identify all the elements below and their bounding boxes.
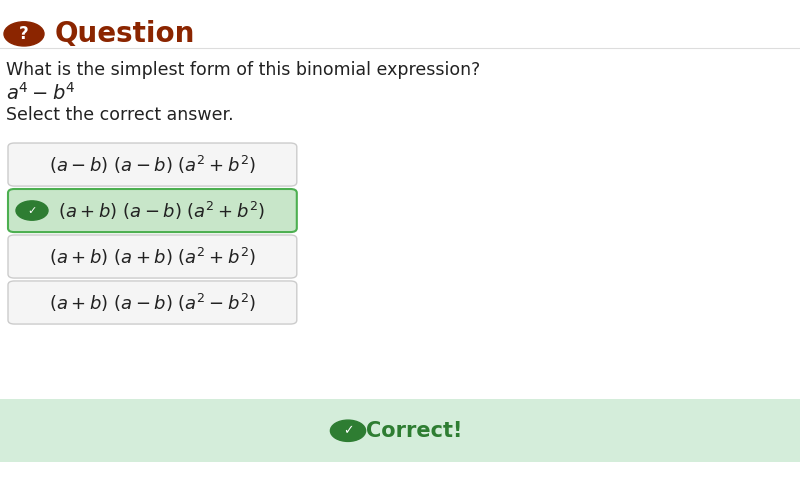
FancyBboxPatch shape [8,281,297,324]
Text: $a^4 - b^4$: $a^4 - b^4$ [6,82,76,104]
Text: What is the simplest form of this binomial expression?: What is the simplest form of this binomi… [6,61,481,79]
Text: $(a + b)\ (a - b)\ (a^2 - b^2)$: $(a + b)\ (a - b)\ (a^2 - b^2)$ [49,291,256,314]
Text: Select the correct answer.: Select the correct answer. [6,106,234,124]
Text: Correct!: Correct! [366,421,462,441]
Text: $(a + b)\ (a - b)\ (a^2 + b^2)$: $(a + b)\ (a - b)\ (a^2 + b^2)$ [58,199,266,222]
Text: $(a + b)\ (a + b)\ (a^2 + b^2)$: $(a + b)\ (a + b)\ (a^2 + b^2)$ [49,245,256,268]
Text: ✓: ✓ [27,206,37,215]
FancyBboxPatch shape [8,235,297,278]
FancyBboxPatch shape [8,189,297,232]
Text: Question: Question [54,20,194,48]
Circle shape [4,22,44,46]
Circle shape [330,420,366,441]
Text: $(a - b)\ (a - b)\ (a^2 + b^2)$: $(a - b)\ (a - b)\ (a^2 + b^2)$ [49,153,256,176]
Text: ?: ? [19,25,29,43]
Circle shape [16,201,48,220]
FancyBboxPatch shape [0,399,800,462]
FancyBboxPatch shape [8,143,297,186]
Text: ✓: ✓ [342,424,354,437]
